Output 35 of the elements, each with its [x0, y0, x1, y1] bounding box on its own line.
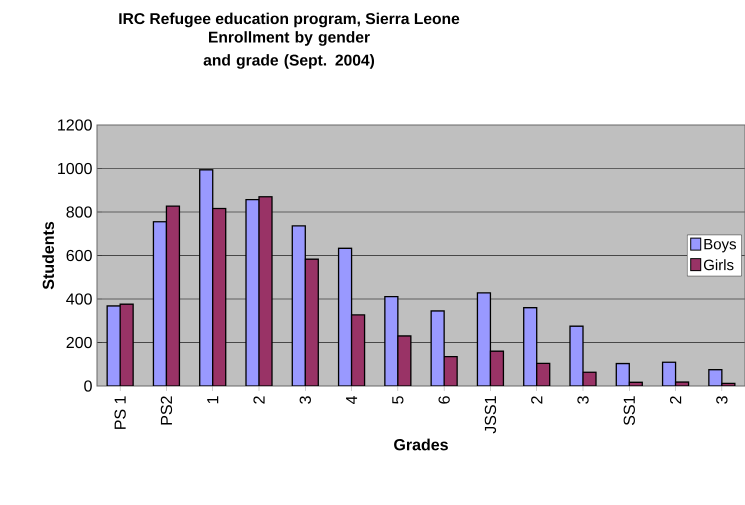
x-tick-label: 1 [207, 396, 218, 404]
y-axis-title: Students [42, 222, 54, 290]
x-tick-label: 2 [253, 396, 265, 404]
x-axis-title: Grades [394, 438, 448, 450]
x-tick-label: 3 [300, 396, 311, 404]
x-tick-label: SS1 [624, 396, 635, 426]
y-tick-label: 400 [66, 293, 92, 305]
bar [245, 198, 260, 386]
legend-label: Girls [704, 259, 734, 270]
x-tick-label: 5 [392, 396, 404, 404]
y-tick-label: 1200 [58, 119, 92, 131]
bar [569, 326, 584, 386]
chart-title: IRC Refugee education program, Sierra Leone [119, 12, 460, 28]
y-tick-label: 0 [84, 380, 92, 392]
x-tick-label: JSS1 [484, 396, 496, 434]
x-tick-label: 4 [346, 396, 358, 404]
x-tick-label: 2 [531, 396, 542, 404]
y-tick-label: 1000 [58, 162, 92, 174]
chart-subtitle: Enrollment by gender and grade (Sept. 2004) [204, 31, 374, 69]
x-tick-label: 3 [577, 396, 589, 404]
bar [152, 221, 168, 386]
x-tick-label: PS 1 [114, 396, 126, 429]
legend-label: Boys [704, 238, 736, 252]
bar [476, 292, 492, 386]
y-tick-label: 800 [66, 206, 92, 218]
x-tick-label: PS2 [160, 396, 172, 424]
bar [166, 205, 180, 386]
y-tick-label: 600 [66, 250, 92, 262]
x-tick-label: 6 [438, 396, 450, 404]
x-tick-label: 2 [670, 396, 682, 404]
y-tick-label: 200 [66, 336, 92, 348]
bar [338, 248, 352, 386]
bar [258, 196, 273, 386]
x-tick-label: 3 [716, 396, 728, 404]
bar [350, 314, 366, 386]
